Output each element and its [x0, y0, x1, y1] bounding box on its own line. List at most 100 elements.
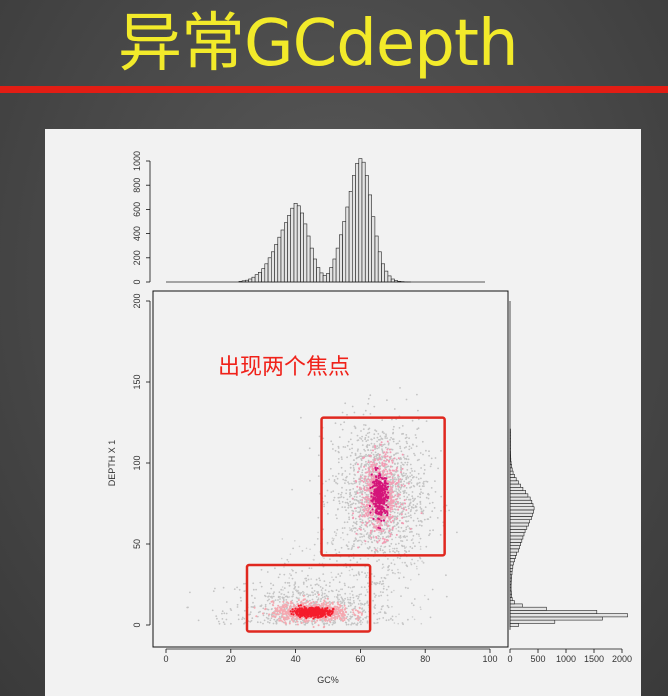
- scatter-point-grey: [344, 482, 346, 484]
- scatter-point-grey: [287, 560, 290, 563]
- scatter-point-core: [379, 489, 382, 492]
- scatter-point-grey: [389, 550, 391, 553]
- scatter-point-dense: [379, 443, 382, 446]
- scatter-point-grey: [347, 623, 350, 626]
- scatter-point-grey: [393, 511, 396, 514]
- scatter-point-dense: [389, 465, 392, 468]
- scatter-point-dense: [379, 523, 382, 526]
- scatter-point-grey: [372, 459, 374, 461]
- scatter-point-dense: [354, 609, 357, 612]
- scatter-point-grey: [340, 496, 343, 498]
- scatter-point-grey: [392, 510, 394, 513]
- scatter-point-grey: [342, 446, 345, 448]
- scatter-point-grey: [370, 452, 373, 454]
- scatter-point-dense: [388, 456, 391, 459]
- scatter-point-grey: [292, 569, 294, 572]
- scatter-point-dense: [375, 526, 378, 529]
- scatter-point-dense: [280, 609, 283, 612]
- scatter-point-dense: [390, 488, 393, 491]
- scatter-point-grey: [379, 438, 381, 441]
- scatter-point-grey: [405, 487, 408, 489]
- scatter-point-grey: [249, 620, 252, 623]
- scatter-point-grey: [352, 483, 354, 485]
- scatter-point-dense: [273, 612, 276, 614]
- scatter-point-grey: [358, 502, 360, 504]
- scatter-point-grey: [294, 540, 296, 542]
- scatter-point-dense: [372, 470, 374, 473]
- scatter-point-dense: [382, 529, 385, 532]
- scatter-point-grey: [405, 520, 407, 522]
- scatter-point-grey: [407, 587, 409, 590]
- scatter-point-grey: [353, 622, 356, 625]
- scatter-point-core: [321, 614, 325, 617]
- scatter-point-grey: [361, 444, 364, 446]
- scatter-point-grey: [294, 582, 297, 585]
- scatter-point-grey: [364, 436, 367, 439]
- scatter-point-grey: [378, 531, 380, 534]
- scatter-point-grey: [428, 454, 430, 457]
- scatter-point-dense: [308, 602, 311, 605]
- scatter-point-dense: [390, 506, 393, 509]
- gc-histogram-y-tick-label: 800: [132, 178, 142, 193]
- scatter-point-grey: [411, 491, 414, 493]
- scatter-point-grey: [272, 622, 275, 625]
- scatter-point-grey: [392, 440, 395, 443]
- scatter-point-grey: [421, 560, 423, 562]
- scatter-point-dense: [352, 611, 355, 614]
- scatter-point-dense: [315, 601, 318, 604]
- scatter-point-dense: [369, 488, 372, 491]
- scatter-point-grey: [317, 598, 320, 601]
- scatter-point-grey: [420, 477, 422, 480]
- scatter-point-grey: [355, 574, 358, 576]
- scatter-point-dense: [277, 604, 280, 607]
- scatter-point-grey: [412, 444, 414, 446]
- scatter-point-grey: [350, 494, 353, 497]
- scatter-point-core: [382, 519, 385, 522]
- scatter-point-dense: [365, 507, 368, 510]
- scatter-point-grey: [354, 522, 357, 524]
- scatter-point-grey: [339, 588, 342, 591]
- scatter-point-dense: [340, 618, 343, 621]
- scatter-point-grey: [333, 538, 335, 540]
- scatter-point-grey: [347, 613, 350, 616]
- scatter-point-grey: [215, 615, 218, 617]
- scatter-point-dense: [299, 618, 302, 621]
- scatter-point-dense: [288, 622, 291, 625]
- scatter-point-grey: [445, 595, 448, 598]
- scatter-point-grey: [360, 430, 362, 432]
- scatter-point-dense: [312, 626, 315, 628]
- scatter-point-dense: [357, 611, 360, 614]
- scatter-point-grey: [357, 439, 360, 441]
- scatter-point-grey: [251, 594, 253, 597]
- scatter-point-grey: [399, 488, 402, 490]
- scatter-point-core: [317, 616, 320, 619]
- scatter-point-grey: [383, 513, 385, 516]
- scatter-point-grey: [400, 468, 402, 471]
- scatter-point-grey: [387, 566, 389, 569]
- scatter-point-dense: [337, 607, 340, 610]
- scatter-point-grey: [395, 478, 398, 481]
- scatter-point-grey: [400, 507, 403, 510]
- scatter-point-grey: [364, 520, 367, 523]
- scatter-point-grey: [417, 409, 419, 412]
- scatter-point-grey: [336, 477, 339, 480]
- scatter-point-dense: [358, 616, 360, 619]
- scatter-point-grey: [425, 420, 428, 422]
- scatter-point-dense: [311, 620, 313, 623]
- scatter-point-grey: [382, 587, 385, 590]
- scatter-point-dense: [343, 617, 345, 620]
- scatter-point-grey: [431, 510, 434, 513]
- scatter-point-core: [376, 487, 379, 490]
- scatter-point-dense: [369, 514, 372, 517]
- scatter-point-grey: [252, 588, 255, 591]
- scatter-point-grey: [358, 593, 361, 596]
- scatter-point-grey: [376, 621, 379, 624]
- scatter-point-core: [328, 613, 331, 616]
- scatter-point-grey: [398, 427, 401, 429]
- scatter-point-core: [373, 488, 376, 491]
- scatter-point-grey: [402, 490, 405, 493]
- scatter-point-grey: [331, 576, 333, 578]
- scatter-point-core: [378, 496, 381, 499]
- scatter-point-grey: [388, 549, 391, 551]
- depth-histogram-bar: [509, 623, 519, 627]
